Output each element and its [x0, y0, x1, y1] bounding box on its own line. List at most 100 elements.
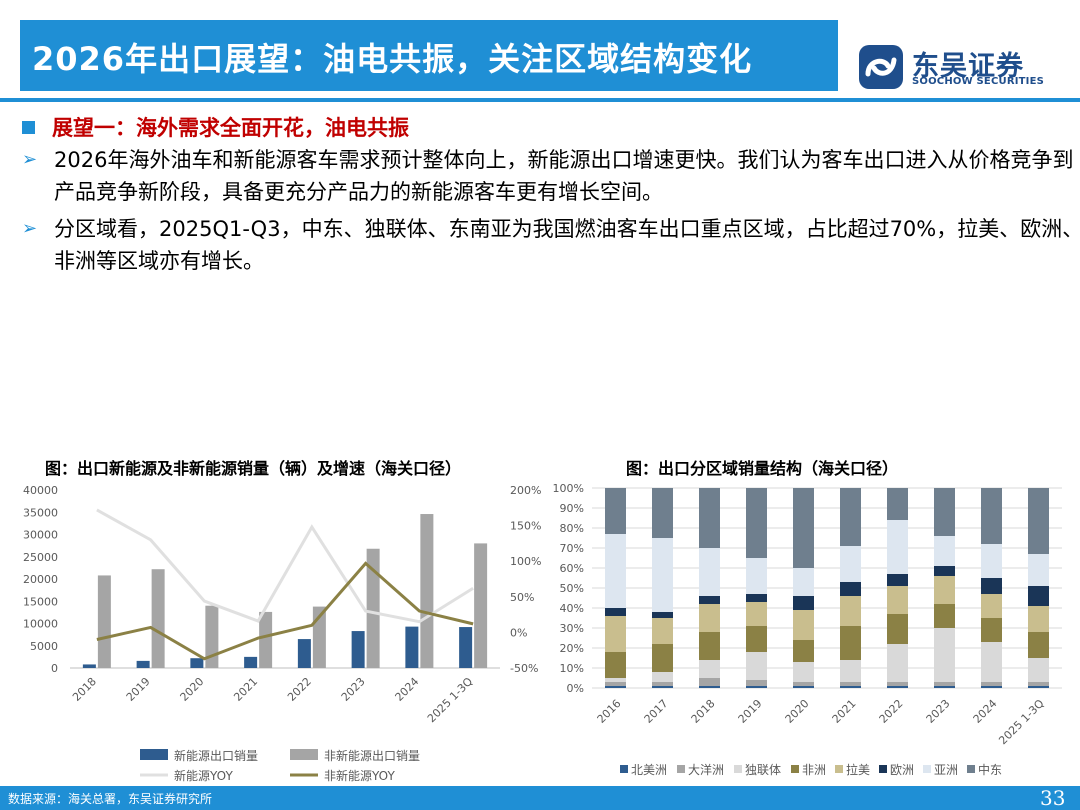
stack-segment	[934, 686, 955, 688]
y2-tick-label: 150%	[510, 520, 541, 533]
y-tick-label: 60%	[560, 562, 584, 575]
x-tick-label: 2023	[924, 697, 953, 726]
legend-swatch	[879, 765, 887, 773]
stack-segment	[887, 574, 908, 586]
stack-segment	[1028, 488, 1049, 554]
ne-export-bar	[136, 660, 150, 668]
stack-segment	[746, 652, 767, 680]
ne-export-bar	[405, 626, 419, 668]
stack-segment	[840, 682, 861, 686]
stack-segment	[1028, 686, 1049, 688]
stack-segment	[840, 488, 861, 546]
title-bar	[20, 20, 838, 91]
stack-segment	[699, 596, 720, 604]
y2-tick-label: -50%	[510, 662, 538, 675]
ne-export-bar	[459, 627, 473, 668]
y-tick-label: 40%	[560, 602, 584, 615]
stack-segment	[605, 534, 626, 608]
logo-english: SOOCHOW SECURITIES	[912, 76, 1045, 87]
stack-segment	[699, 686, 720, 688]
stack-segment	[840, 626, 861, 660]
stack-segment	[746, 626, 767, 652]
y-tick-label: 20%	[560, 642, 584, 655]
stack-segment	[746, 680, 767, 686]
non-ne-yoy-line	[96, 561, 474, 661]
y-tick-label: 30000	[23, 529, 58, 542]
x-tick-label: 2022	[877, 697, 906, 726]
data-source: 数据来源：海关总署，东吴证券研究所	[8, 792, 213, 806]
stack-segment	[934, 628, 955, 682]
ne-export-bar	[190, 658, 204, 668]
y-tick-label: 20000	[23, 573, 58, 586]
legend-label: 大洋洲	[688, 762, 724, 777]
stack-segment	[887, 644, 908, 682]
page-number: 33	[1040, 786, 1066, 810]
non-ne-export-bar	[474, 543, 488, 668]
legend-swatch	[290, 749, 318, 760]
y-tick-label: 50%	[560, 582, 584, 595]
y-tick-label: 10%	[560, 662, 584, 675]
x-tick-label: 2021	[231, 675, 260, 704]
legend-swatch	[835, 765, 843, 773]
legend-label: 欧洲	[890, 763, 914, 777]
footer-bar	[0, 786, 1080, 810]
stack-segment	[934, 488, 955, 536]
stack-segment	[793, 488, 814, 568]
stack-segment	[746, 488, 767, 558]
ne-export-bar	[244, 656, 258, 668]
y-tick-label: 15000	[23, 595, 58, 608]
stack-segment	[981, 594, 1002, 618]
stack-segment	[652, 672, 673, 682]
stack-segment	[887, 586, 908, 614]
stack-segment	[1028, 606, 1049, 632]
y-tick-label: 0%	[567, 682, 584, 695]
stack-segment	[887, 614, 908, 644]
legend-label: 拉美	[846, 762, 870, 777]
chart2-title: 图：出口分区域销量结构（海关口径）	[626, 459, 899, 478]
arrow-bullet-icon: ➢	[22, 149, 38, 170]
y-tick-label: 80%	[560, 522, 584, 535]
y-tick-label: 100%	[553, 482, 584, 495]
stack-segment	[840, 582, 861, 596]
stack-segment	[605, 616, 626, 652]
stack-segment	[652, 538, 673, 612]
stack-segment	[699, 548, 720, 596]
x-tick-label: 2018	[70, 675, 99, 704]
stack-segment	[605, 682, 626, 686]
legend-label: 新能源YOY	[174, 768, 233, 783]
legend-label: 北美洲	[631, 763, 667, 777]
stack-segment	[887, 520, 908, 574]
stack-segment	[652, 618, 673, 644]
ne-yoy-line	[96, 508, 474, 624]
x-tick-label: 2018	[689, 697, 718, 726]
stack-segment	[981, 488, 1002, 544]
legend-label: 中东	[978, 762, 1002, 777]
y2-tick-label: 100%	[510, 555, 541, 568]
ne-export-bar	[351, 631, 365, 668]
stack-segment	[699, 488, 720, 548]
y2-tick-label: 200%	[510, 484, 541, 497]
x-tick-label: 2023	[339, 675, 368, 704]
stack-segment	[981, 642, 1002, 682]
logo-name: 东吴证券	[912, 51, 1024, 82]
stack-segment	[746, 686, 767, 688]
stack-segment	[699, 678, 720, 686]
stack-segment	[746, 594, 767, 602]
legend-swatch	[140, 749, 168, 760]
stack-segment	[840, 660, 861, 682]
y-tick-label: 35000	[23, 506, 58, 519]
non-ne-export-bar	[205, 605, 219, 668]
stack-segment	[605, 488, 626, 534]
stack-segment	[840, 546, 861, 582]
legend-label: 非新能源出口销量	[324, 748, 420, 763]
y-tick-label: 30%	[560, 622, 584, 635]
y-tick-label: 70%	[560, 542, 584, 555]
stack-segment	[1028, 586, 1049, 606]
stack-segment	[652, 612, 673, 618]
non-ne-export-bar	[366, 548, 380, 668]
x-tick-label: 2016	[595, 697, 624, 726]
stack-segment	[1028, 632, 1049, 658]
stack-segment	[605, 678, 626, 682]
legend-label: 亚洲	[934, 763, 958, 777]
arrow-bullet-icon: ➢	[22, 218, 38, 239]
